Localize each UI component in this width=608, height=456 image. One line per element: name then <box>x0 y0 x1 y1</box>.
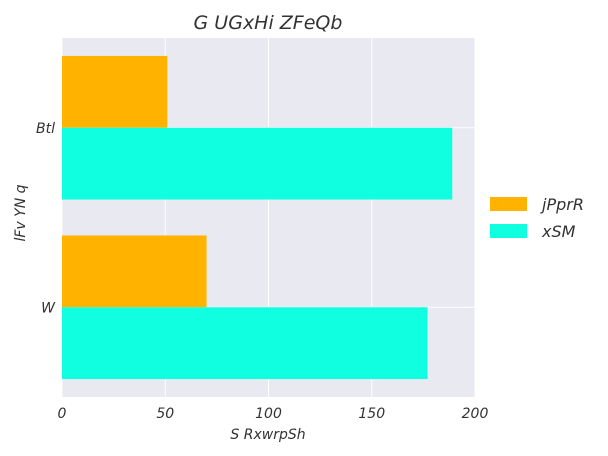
y-axis-label: lFv YN q <box>13 184 29 241</box>
bar-jpprr-btl <box>62 55 168 128</box>
legend-swatch-xsm <box>490 224 527 238</box>
legend-swatch-jpprr <box>490 197 527 211</box>
legend-label-xsm: xSM <box>541 222 576 241</box>
legend-label-jpprr: jPprR <box>540 195 584 214</box>
x-tick-label: 0 <box>58 406 67 422</box>
bar-jpprr-w <box>62 235 207 308</box>
y-tick-labels: Btl W <box>36 121 56 317</box>
bars <box>62 55 453 380</box>
x-tick-labels: 0 50 100 150 200 <box>58 406 489 422</box>
x-tick-label: 100 <box>255 406 282 422</box>
chart-title: G UGxHi ZFeQb <box>194 12 343 34</box>
x-axis-label: S RxwrpSh <box>230 427 305 443</box>
y-tick-label: Btl <box>36 121 55 137</box>
bar-xsm-w <box>62 307 428 380</box>
x-tick-label: 150 <box>358 406 385 422</box>
x-tick-label: 50 <box>156 406 174 422</box>
bar-xsm-btl <box>62 127 453 200</box>
legend: jPprR xSM <box>490 195 584 241</box>
y-tick-label: W <box>41 300 56 316</box>
x-tick-label: 200 <box>462 406 489 422</box>
